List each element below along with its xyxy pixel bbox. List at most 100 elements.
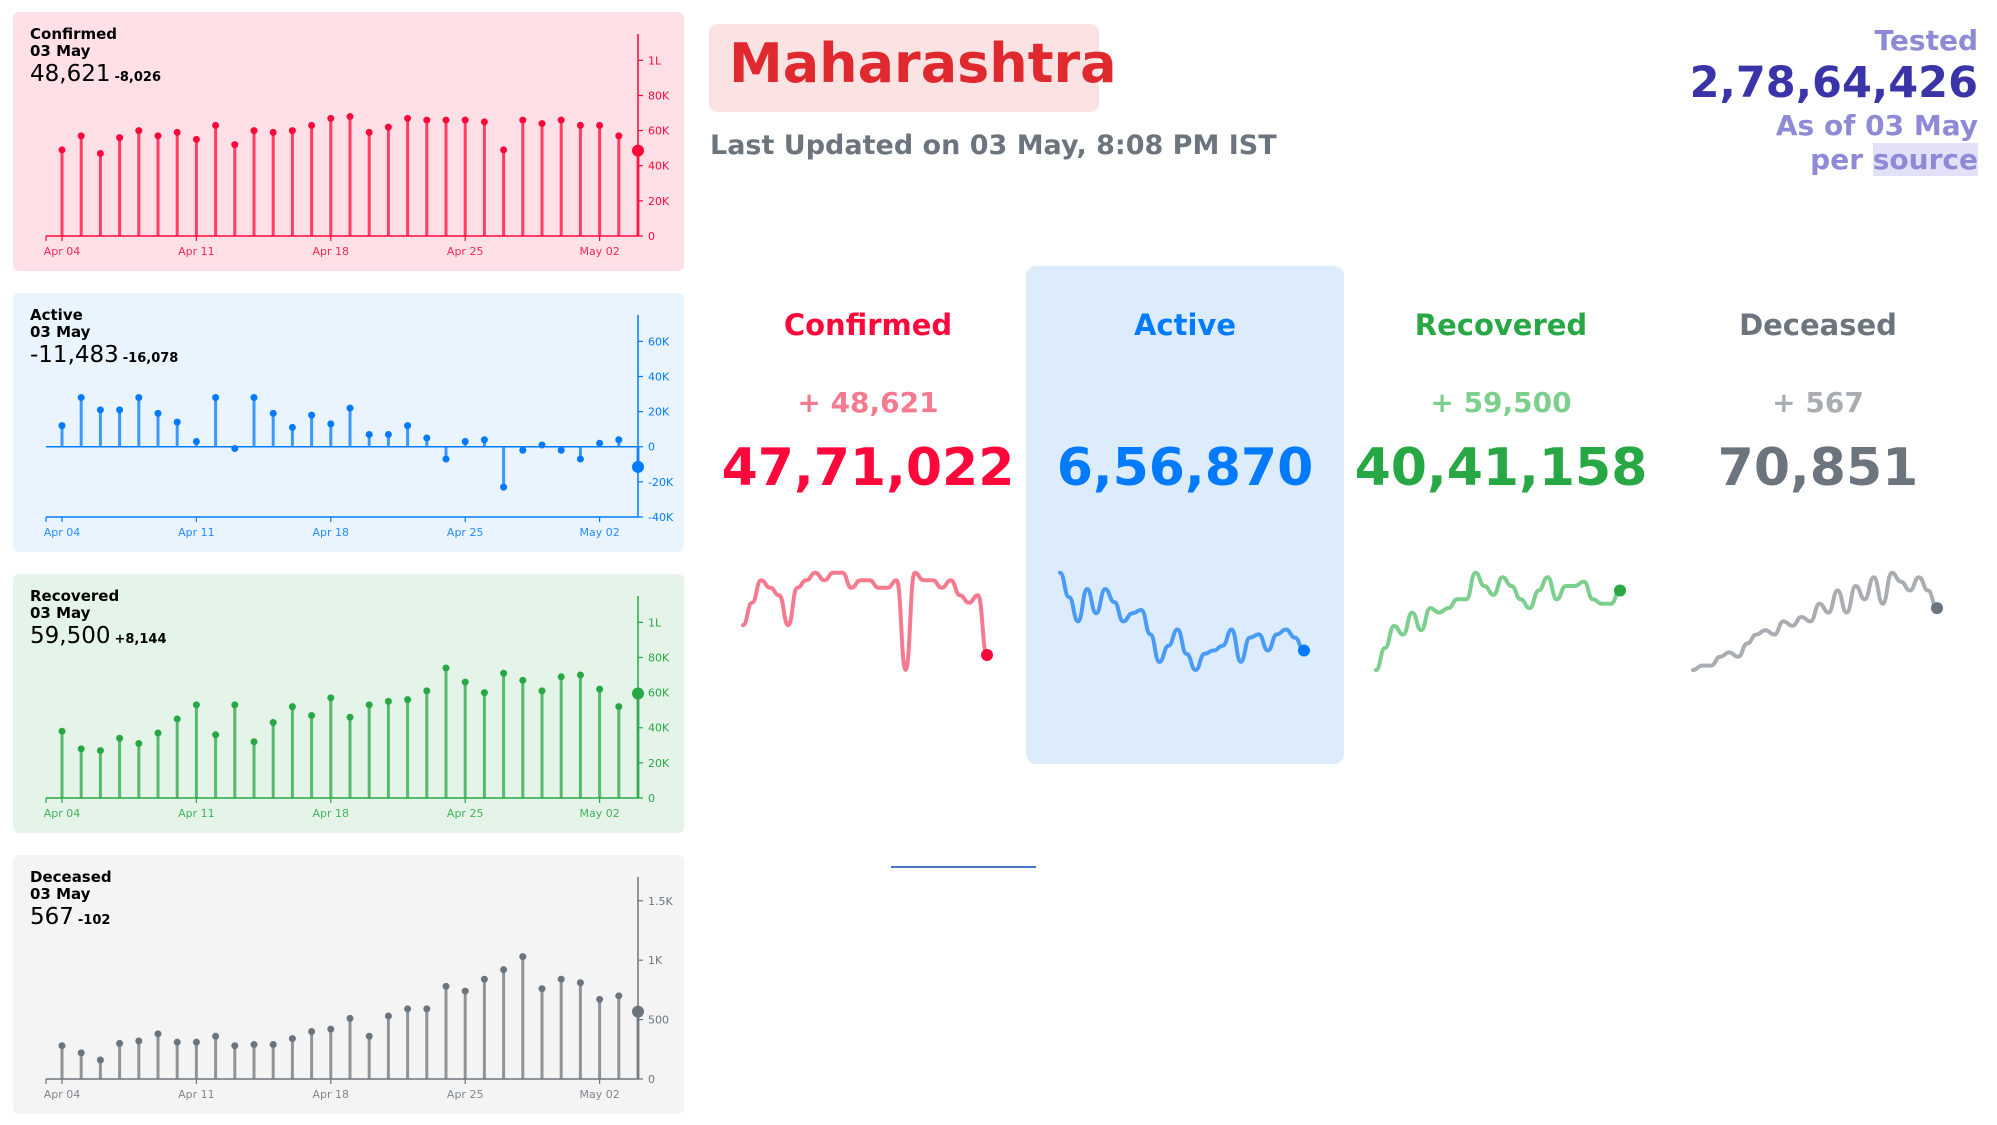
bar-point [480, 436, 488, 444]
bar-point [135, 740, 143, 748]
bar-point [615, 436, 623, 444]
deceased-panel: 0 500 1K 1.5K Apr 04 Apr 11 Apr 18 Apr 25 May 02… [13, 855, 684, 1114]
card-label: Deceased [1739, 308, 1897, 342]
card-label: Active [1133, 308, 1236, 342]
bar-point [288, 703, 296, 711]
bar-point [480, 975, 488, 983]
sparkline-path [1058, 570, 1306, 673]
bar-point [461, 437, 469, 445]
bar-point [442, 455, 450, 463]
bar-point [538, 120, 546, 128]
x-tick-label: Apr 04 [44, 526, 81, 539]
x-tick-label: Apr 25 [447, 807, 484, 820]
bar-point [212, 1032, 220, 1040]
y-tick-label: -40K [648, 511, 674, 524]
tested-block: Tested 2,78,64,426 As of 03 May per sour… [1690, 24, 1978, 176]
bar-point [519, 116, 527, 124]
bar-point [596, 439, 604, 447]
active-card[interactable]: Active 6,56,870 [1026, 266, 1344, 764]
panel-title: Confirmed [30, 25, 118, 43]
confirmed-panel: 0 20K 40K 60K 80K 1L Apr 04 Apr 11 Apr 18 Apr 25 M… [13, 12, 684, 271]
bar-point [58, 727, 66, 735]
x-tick-label: Apr 04 [44, 807, 81, 820]
bar-point [632, 1005, 644, 1018]
panel-title: Active [30, 306, 83, 324]
bar-point [384, 697, 392, 705]
active-sparkline [1058, 570, 1310, 673]
sparkline-path [1374, 570, 1622, 672]
source-link[interactable]: source [1872, 142, 1978, 176]
card-value: 6,56,870 [1056, 438, 1314, 498]
bar-point [77, 1049, 85, 1057]
y-tick-label: 80K [648, 651, 670, 664]
bar-point [596, 685, 604, 693]
bar-point [96, 149, 104, 157]
deceased-sparkline [1691, 570, 1943, 672]
x-tick-label: Apr 25 [447, 1088, 484, 1101]
bar-point [96, 1056, 104, 1064]
card-value: 40,41,158 [1354, 438, 1648, 498]
x-tick-label: Apr 11 [178, 807, 215, 820]
panel-date: 03 May [30, 604, 91, 623]
deceased-bar-chart: 0 500 1K 1.5K Apr 04 Apr 11 Apr 18 Apr 25 May 02 [44, 877, 673, 1101]
bar-point [212, 731, 220, 739]
bar-point [519, 446, 527, 454]
bar-point [557, 975, 565, 983]
card-delta: + 48,621 [797, 386, 939, 419]
y-tick-label: 20K [648, 406, 670, 419]
bar-point [500, 669, 508, 677]
bar-point [308, 711, 316, 719]
x-tick-label: Apr 25 [447, 526, 484, 539]
bar-point [576, 671, 584, 679]
bar-point [384, 123, 392, 131]
bar-point [154, 409, 162, 417]
y-tick-label: 40K [648, 160, 670, 173]
y-tick-label: 60K [648, 125, 670, 138]
y-tick-label: 0 [648, 441, 655, 454]
bar-point [250, 127, 258, 135]
bar-point [96, 747, 104, 755]
bar-point [77, 745, 85, 753]
card-delta: + 59,500 [1430, 386, 1572, 419]
panel-value: 48,621 [30, 60, 111, 87]
bar-point [519, 953, 527, 961]
sparkline-end-point [981, 649, 993, 662]
bar-point [135, 127, 143, 135]
panel-delta: -8,026 [114, 69, 161, 85]
panel-value: 59,500 [30, 622, 111, 649]
bar-point [154, 1030, 162, 1038]
bar-point [269, 128, 277, 136]
bar-point [327, 694, 335, 702]
bar-point [615, 992, 623, 1000]
y-tick-label: 60K [648, 687, 670, 700]
bar-point [116, 406, 124, 414]
bar-point [116, 1039, 124, 1047]
bar-point [135, 1037, 143, 1045]
bar-point [154, 132, 162, 140]
recovered-card[interactable]: Recovered + 59,500 40,41,158 [1342, 266, 1660, 764]
bar-point [423, 687, 431, 695]
bar-point [596, 121, 604, 129]
y-tick-label: 1.5K [648, 895, 673, 908]
bar-point [384, 1012, 392, 1020]
bar-point [461, 678, 469, 686]
confirmed-card[interactable]: Confirmed + 48,621 47,71,022 [709, 266, 1027, 764]
active-panel-header: Active 03 May -11,483 -16,078 [30, 306, 178, 368]
bar-point [538, 441, 546, 449]
deceased-card[interactable]: Deceased + 567 70,851 [1659, 266, 1977, 764]
x-tick-label: Apr 11 [178, 526, 215, 539]
bar-point [212, 121, 220, 129]
y-tick-label: 1L [648, 616, 662, 629]
bar-point [173, 715, 181, 723]
bar-point [576, 979, 584, 987]
x-tick-label: Apr 18 [313, 807, 350, 820]
active-bar-chart: -40K -20K 0 20K 40K 60K Apr 04 Apr 11 Apr 18 Apr … [44, 315, 674, 539]
bar-point [58, 1042, 66, 1050]
panel-date: 03 May [30, 885, 91, 904]
bar-point [596, 995, 604, 1003]
state-name: Maharashtra [729, 32, 1117, 95]
bar-point [231, 1042, 239, 1050]
panel-title: Recovered [30, 587, 120, 605]
bar-point [480, 118, 488, 126]
bar-point [384, 430, 392, 438]
